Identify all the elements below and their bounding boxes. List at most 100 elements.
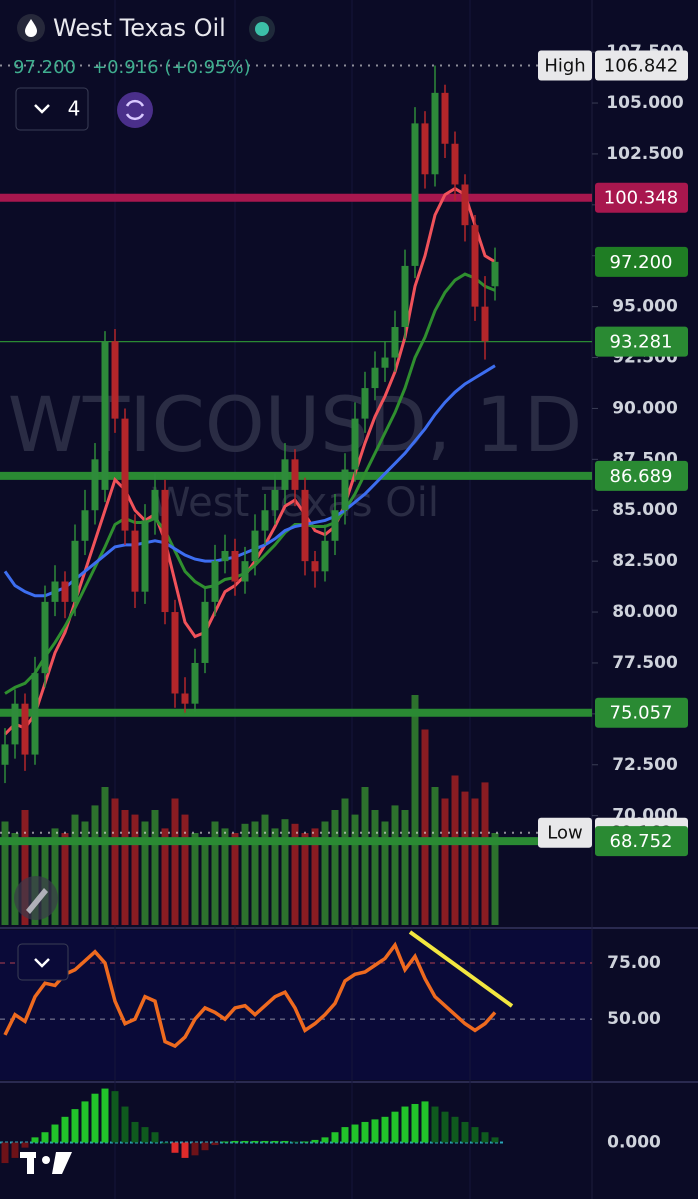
volume-bar [21,810,29,925]
macd-bar [341,1127,349,1143]
volume-bar [281,819,289,925]
y-tick-label: 85.000 [612,500,678,520]
candle-body [361,388,369,419]
y-tick-label: 105.000 [606,93,684,113]
volume-bar [331,810,339,925]
macd-bar [291,1141,299,1143]
macd-bar [71,1109,79,1143]
macd-bar [271,1140,279,1143]
candle-body [371,367,379,389]
refresh-bg[interactable] [117,92,153,128]
macd-bar [251,1140,259,1143]
level-label-box [595,50,688,81]
macd-bar [241,1140,249,1143]
candle-body [151,489,159,521]
macd-bar [421,1101,429,1143]
candle-body [301,489,309,562]
y-tick-label: 77.500 [612,653,678,673]
level-label: 68.752 [610,831,673,852]
volume-bar [411,695,419,925]
macd-bar [381,1116,389,1143]
macd-bar [171,1142,179,1153]
chevron [34,104,50,114]
volume-bar [421,729,429,925]
candle-body [171,612,179,694]
macd-bar [211,1142,219,1146]
candle-body [41,601,49,674]
candle-body [331,510,339,541]
volume-bar [191,833,199,925]
volume-bar [161,828,169,925]
volume-bar [151,810,159,925]
macd-bar [161,1142,169,1144]
volume-bar [241,823,249,925]
rsi-toggle[interactable] [17,943,69,981]
level-label-box [595,182,688,213]
y-tick-label: 80.000 [612,602,678,622]
macd-bar [221,1141,229,1143]
macd-bar [81,1101,89,1143]
volume-bar [341,798,349,925]
rsi-toggle-box[interactable] [17,943,69,981]
candle-body [51,581,59,602]
volume-bar [391,805,399,925]
macd-bar [431,1106,439,1143]
macd-bar [91,1093,99,1143]
level-label-box [595,460,688,491]
candle-body [261,510,269,531]
macd-bar [11,1142,19,1158]
volume-bar [271,828,279,925]
macd-bar [261,1140,269,1143]
candle-body [351,418,359,470]
macd-bar [451,1116,459,1143]
indicator-count: 4 [68,97,81,121]
macd-bar [111,1091,119,1143]
toggle-box[interactable] [15,87,89,131]
volume-bar [51,828,59,925]
candle-body [341,469,349,511]
macd-bar [21,1142,29,1148]
chevron [34,958,50,968]
level-label: 86.689 [610,466,673,487]
level-name: High [544,56,585,77]
macd-bar [151,1132,159,1143]
candle-body [451,143,459,185]
moving-average [4,272,496,695]
candle-body [411,123,419,266]
refresh-icon [125,99,145,121]
volume-bar [491,833,499,925]
macd-bar [61,1116,69,1143]
macd-bar [191,1142,199,1156]
candle-body [271,489,279,511]
macd-bar [231,1140,239,1143]
rsi-tick-label: 50.00 [607,1009,661,1029]
macd-bar [201,1142,209,1151]
volume-bar [221,828,229,925]
candle-body [401,265,409,327]
macd-bar [471,1127,479,1143]
price-change: +0.916 (+0.95%) [92,57,251,78]
candle-body [381,357,389,368]
candle-body [201,601,209,663]
macd-bar [331,1132,339,1143]
draw-tool[interactable] [14,876,58,920]
candle-body [131,530,139,592]
volume-bar [301,833,309,925]
level-label: 75.057 [610,703,673,724]
volume-bar [261,814,269,925]
volume-bar [351,814,359,925]
indicators-toggle[interactable]: 4 [15,87,89,131]
volume-bar [401,810,409,925]
volume-bar [431,787,439,925]
level-label: 93.281 [610,332,673,353]
level-label-box [595,826,688,857]
macd-bar [51,1124,59,1143]
volume-bar [121,810,129,925]
level-label-box [595,246,688,277]
candle-body [191,662,199,704]
refresh-button[interactable] [117,92,153,128]
volume-bar [131,814,139,925]
level-label: 106.842 [604,56,678,77]
candle-body [421,123,429,175]
candle-body [461,184,469,226]
